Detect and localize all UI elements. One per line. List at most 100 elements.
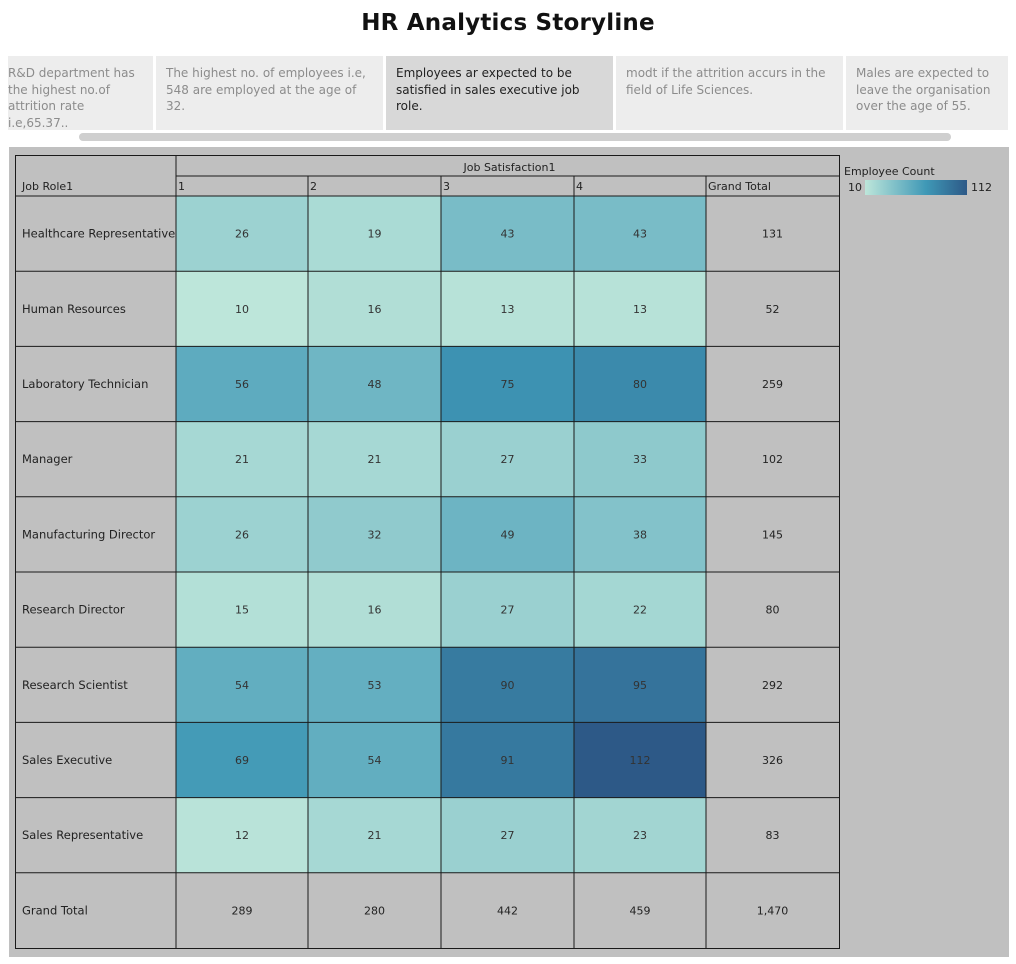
column-grand-total: 280 [364,904,385,917]
story-point-5[interactable]: Males are expected to leave the organisa… [846,56,1008,130]
heatmap-cell [441,271,574,347]
heatmap-cell [176,572,308,648]
row-grand-total: 102 [762,453,783,466]
heatmap-cell [441,647,574,723]
column-header-1: 1 [178,180,185,193]
cell-value: 75 [501,378,515,391]
grand-total-row-label: Grand Total [22,903,88,917]
heatmap-cell [308,647,441,723]
heatmap-cell [308,572,441,648]
heatmap-cell [176,196,308,272]
cell-value: 32 [368,528,382,541]
dashboard-area: Job Satisfaction1 Job Role1 1 2 3 4 Grand Tota… [9,147,1009,957]
cell-value: 13 [633,303,647,316]
heatmap-cell [441,722,574,798]
cell-value: 13 [501,303,515,316]
heatmap-cell [176,496,308,572]
legend-title: Employee Count [844,165,935,178]
table-border [15,155,840,949]
heatmap-cell [441,572,574,648]
heatmap-cell [176,271,308,347]
row-grand-total: 80 [766,604,780,617]
overall-grand-total: 1,470 [757,904,789,917]
row-grand-total: 131 [762,228,783,241]
row-grand-total: 292 [762,679,783,692]
cell-value: 112 [630,754,651,767]
row-label: Sales Representative [22,828,143,842]
legend-max: 112 [971,181,992,194]
heatmap-cell [308,271,441,347]
heatmap-cell [441,797,574,873]
cell-value: 91 [501,754,515,767]
cell-value: 10 [235,303,249,316]
heatmap-cell [574,797,706,873]
heatmap-cell [441,496,574,572]
cell-value: 22 [633,604,647,617]
cell-value: 21 [235,453,249,466]
cell-value: 69 [235,754,249,767]
cell-value: 43 [501,228,515,241]
row-label: Laboratory Technician [22,377,148,391]
cell-value: 54 [368,754,382,767]
column-header-grand-total: Grand Total [708,180,771,193]
heatmap-cell [308,196,441,272]
row-grand-total: 145 [762,528,783,541]
row-label: Human Resources [22,302,126,316]
row-grand-total: 83 [766,829,780,842]
column-grand-total: 442 [497,904,518,917]
heatmap-cell [176,722,308,798]
legend-color-ramp [865,180,967,195]
column-header-4: 4 [576,180,583,193]
cell-value: 80 [633,378,647,391]
heatmap-cell [441,421,574,497]
row-label: Research Scientist [22,678,128,692]
heatmap-cell [574,196,706,272]
cell-value: 19 [368,228,382,241]
cell-value: 49 [501,528,515,541]
row-dimension-header: Job Role1 [21,180,73,193]
story-scrollbar[interactable] [79,133,951,141]
heatmap-cell [574,572,706,648]
heatmap-cell [308,421,441,497]
heatmap-cell [574,722,706,798]
cell-value: 27 [501,604,515,617]
heatmap-cell [441,346,574,422]
heatmap-cell [574,421,706,497]
row-label: Manager [22,452,73,466]
cell-value: 54 [235,679,249,692]
column-group-header: Job Satisfaction1 [462,161,555,174]
cell-value: 15 [235,604,249,617]
cell-value: 21 [368,829,382,842]
heatmap-cell [308,722,441,798]
cell-value: 38 [633,528,647,541]
heatmap-cell [308,797,441,873]
cell-value: 48 [368,378,382,391]
column-grand-total: 459 [630,904,651,917]
legend-min: 10 [848,181,862,194]
heatmap-cell [176,797,308,873]
story-point-4[interactable]: modt if the attrition accurs in the fiel… [616,56,843,130]
heatmap-cell [574,271,706,347]
cell-value: 23 [633,829,647,842]
row-grand-total: 259 [762,378,783,391]
cell-value: 43 [633,228,647,241]
heatmap-cell [574,346,706,422]
column-grand-total: 289 [232,904,253,917]
story-point-1[interactable]: R&D department has the highest no.of att… [8,56,153,130]
heatmap-cell [308,496,441,572]
story-title: HR Analytics Storyline [361,10,655,36]
cell-value: 95 [633,679,647,692]
cell-value: 26 [235,228,249,241]
heatmap-cell [441,196,574,272]
cell-value: 27 [501,829,515,842]
story-point-3[interactable]: Employees ar expected to be satisfied in… [386,56,613,130]
cell-value: 16 [368,604,382,617]
column-header-2: 2 [310,180,317,193]
cell-value: 12 [235,829,249,842]
story-point-2[interactable]: The highest no. of employees i.e, 548 ar… [156,56,383,130]
row-grand-total: 326 [762,754,783,767]
story-navigator: R&D department has the highest no.of att… [8,56,1008,130]
cell-value: 21 [368,453,382,466]
heatmap-cell [176,421,308,497]
heatmap-cell [308,346,441,422]
